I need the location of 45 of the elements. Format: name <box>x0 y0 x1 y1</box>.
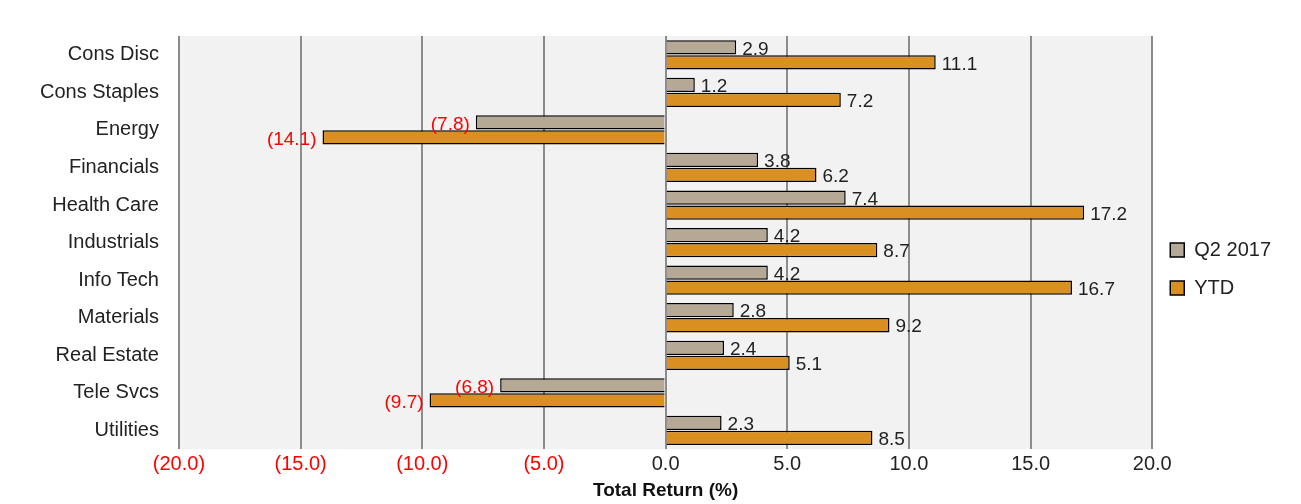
x-axis-title: Total Return (%) <box>592 478 739 500</box>
data-label: (7.8) <box>430 112 470 134</box>
x-tick-label: 0.0 <box>651 451 680 474</box>
y-tick-label: Materials <box>77 305 159 328</box>
data-label: 7.2 <box>846 90 874 112</box>
y-tick-label: Energy <box>95 117 159 140</box>
y-tick-label: Cons Disc <box>67 42 159 65</box>
data-label: 4.2 <box>773 225 801 247</box>
y-tick-label: Cons Staples <box>39 79 159 102</box>
data-label: 3.8 <box>764 150 791 172</box>
x-tick-label: (5.0) <box>523 451 565 474</box>
data-label: 16.7 <box>1077 277 1115 299</box>
x-tick-label: 20.0 <box>1132 451 1172 474</box>
x-tick-label: (20.0) <box>152 451 206 474</box>
data-label: 4.2 <box>773 262 801 284</box>
x-tick-label: (15.0) <box>274 451 327 474</box>
data-label: 2.4 <box>730 338 757 360</box>
data-label: 2.3 <box>727 413 754 435</box>
x-tick-label: 5.0 <box>773 451 802 474</box>
y-tick-label: Financials <box>68 154 159 177</box>
data-label: (14.1) <box>266 127 317 149</box>
data-label: 2.9 <box>742 37 769 59</box>
data-label: (9.7) <box>384 390 424 412</box>
data-label: 1.2 <box>700 75 728 97</box>
legend-label: YTD <box>1194 275 1235 298</box>
y-tick-label: Real Estate <box>55 342 159 365</box>
y-tick-label: Tele Svcs <box>73 380 159 403</box>
data-label: 11.1 <box>941 52 978 74</box>
data-label: 17.2 <box>1090 202 1128 224</box>
y-tick-label: Info Tech <box>78 267 159 290</box>
y-tick-label: Health Care <box>52 192 159 215</box>
legend-label: Q2 2017 <box>1194 237 1272 260</box>
data-label: 2.8 <box>739 300 767 322</box>
x-tick-label: 10.0 <box>889 451 929 474</box>
data-label: 9.2 <box>895 315 922 337</box>
data-label: 6.2 <box>822 165 849 187</box>
data-label: 5.1 <box>795 353 823 375</box>
data-label: 7.4 <box>851 187 879 209</box>
y-tick-label: Utilities <box>94 417 159 440</box>
data-label: 8.7 <box>883 240 910 262</box>
data-label: 8.5 <box>878 428 905 450</box>
data-label: (6.8) <box>455 375 495 397</box>
y-tick-label: Industrials <box>67 230 159 253</box>
x-tick-label: 15.0 <box>1011 451 1051 474</box>
x-tick-label: (10.0) <box>396 451 449 474</box>
